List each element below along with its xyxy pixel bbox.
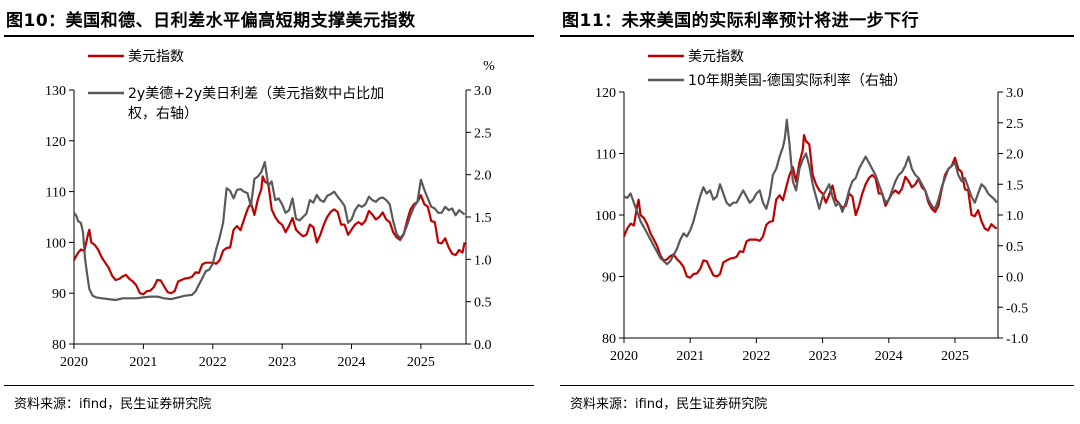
x-tick-label: 2021 [129, 355, 157, 370]
y-tick-label-left: 130 [45, 84, 66, 99]
source-rule [560, 385, 1074, 386]
x-tick-label: 2024 [338, 355, 366, 370]
y-tick-label-right: -1.0 [1006, 332, 1028, 347]
series-line-dollar-index [73, 175, 466, 296]
y-tick-label-right: 2.5 [474, 126, 492, 141]
y-tick-label-right: 2.0 [474, 169, 492, 184]
y-tick-label-right: 3.0 [1006, 86, 1024, 101]
y-tick-label-left: 120 [45, 135, 66, 150]
x-tick-label: 2022 [199, 355, 227, 370]
x-tick-label: 2023 [809, 349, 837, 364]
chart-source: 资料来源：ifind，民生证券研究院 [14, 397, 212, 412]
y-tick-label-left: 110 [46, 186, 66, 201]
chart-panel-right: 图11：未来美国的实际利率预计将进一步下行 80 90 100 110 120 -1.0 -… [556, 0, 1080, 424]
x-tick-label: 2020 [60, 355, 88, 370]
y-tick-label-left: 90 [52, 287, 66, 302]
x-tick-label: 2025 [941, 349, 969, 364]
y-tick-label-left: 120 [595, 86, 616, 101]
x-tick-label: 2021 [676, 349, 704, 364]
y-tick-label-left: 80 [602, 332, 616, 347]
y-tick-label-right: -0.5 [1006, 301, 1028, 316]
y-tick-label-right: 2.0 [1006, 148, 1024, 163]
x-tick-label: 2020 [610, 349, 638, 364]
y-tick-label-right: 1.0 [1006, 209, 1024, 224]
y-tick-label-left: 100 [45, 236, 66, 251]
title-rule [4, 35, 534, 37]
series-line-rate-spread [623, 118, 998, 266]
y-tick-label-right: 1.5 [1006, 178, 1024, 193]
y-tick-label-right: 1.0 [474, 253, 492, 268]
x-tick-label: 2023 [268, 355, 296, 370]
x-tick-label: 2024 [875, 349, 903, 364]
y-tick-label-right: 0.0 [474, 338, 492, 353]
line-chart: 80 90 100 110 120 -1.0 -0.5 0.0 0.5 1.0 1.5 2.0 2.5 3… [595, 49, 1028, 364]
x-tick-label: 2022 [742, 349, 770, 364]
chart-panel-left: 图10：美国和德、日利差水平偏高短期支撑美元指数 80 90 100 110 120 13… [4, 11, 534, 412]
y-axis-right-unit: % [483, 59, 495, 74]
legend-label: 权，右轴） [128, 106, 198, 122]
y-tick-label-right: 0.5 [1006, 240, 1024, 255]
title-rule [560, 35, 1074, 37]
y-tick-label-right: 0.5 [474, 296, 492, 311]
legend-label: 美元指数 [688, 49, 744, 65]
x-tick-label: 2025 [407, 355, 435, 370]
series-line-rate-spread [73, 160, 466, 302]
y-tick-label-right: 2.5 [1006, 117, 1024, 132]
chart-source: 资料来源：ifind，民生证券研究院 [570, 397, 768, 412]
chart-title: 图11：未来美国的实际利率预计将进一步下行 [562, 11, 920, 31]
y-tick-label-left: 100 [595, 209, 616, 224]
chart-title: 图10：美国和德、日利差水平偏高短期支撑美元指数 [6, 11, 416, 31]
y-tick-label-left: 110 [596, 148, 616, 163]
source-rule [4, 385, 534, 386]
legend-label: 美元指数 [128, 49, 184, 65]
legend-label: 10年期美国-德国实际利率（右轴） [688, 72, 907, 89]
y-tick-label-right: 0.0 [1006, 271, 1024, 286]
series-line-dollar-index [622, 134, 998, 279]
line-chart: 80 90 100 110 120 130 0.0 0.5 1.0 1.5 2.0 2.5 3.0 202… [45, 49, 495, 370]
y-tick-label-right: 3.0 [474, 84, 492, 99]
y-tick-label-left: 80 [52, 338, 66, 353]
legend-label: 2y美德+2y美日利差（美元指数中占比加 [128, 86, 384, 102]
y-tick-label-right: 1.5 [474, 211, 492, 226]
y-tick-label-left: 90 [602, 271, 616, 286]
